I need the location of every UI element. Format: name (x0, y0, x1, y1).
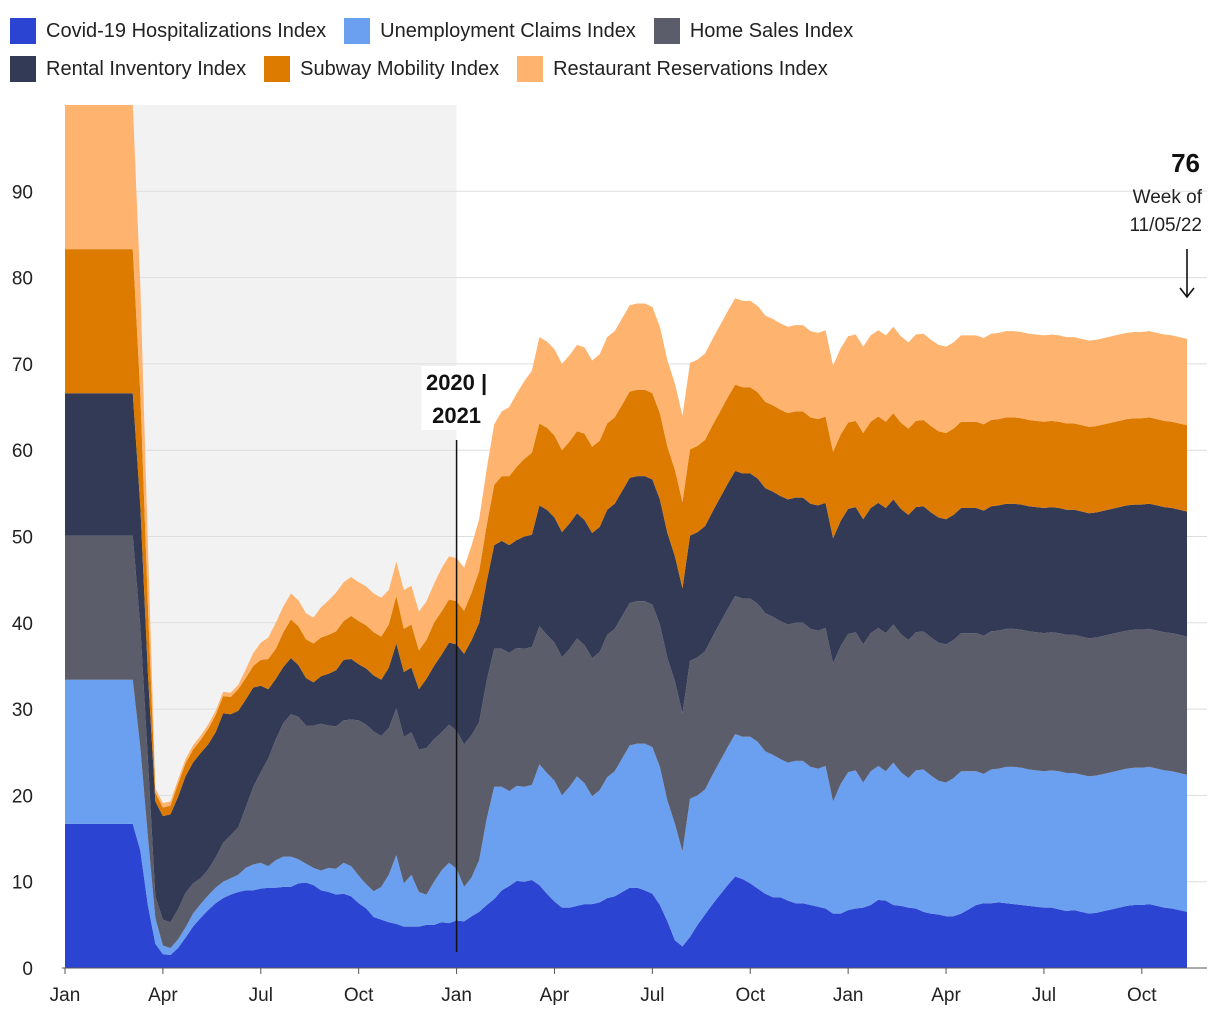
legend-swatch-restaurant (517, 56, 544, 82)
area-series-1 (65, 679, 1187, 956)
y-tick-label: 70 (12, 355, 33, 376)
legend-item-rental[interactable]: Rental Inventory Index (10, 56, 246, 82)
x-tick-label: Oct (344, 985, 374, 1006)
x-tick-label: Oct (735, 985, 765, 1006)
x-tick-label: Jul (249, 985, 273, 1006)
x-tick-label: Apr (148, 985, 178, 1006)
legend-label-unemployment: Unemployment Claims Index (380, 19, 636, 42)
y-tick-label: 60 (12, 441, 33, 462)
year-divider-label-bg (421, 366, 492, 430)
area-series-3 (65, 393, 1187, 923)
area-series-2 (65, 535, 1187, 949)
latest-caption-line1: Week of (1133, 187, 1203, 208)
legend: Covid-19 Hospitalizations Index Unemploy… (10, 12, 1010, 88)
latest-value-label: 76 (1171, 148, 1200, 178)
year-divider-label-bottom: 2021 (432, 403, 481, 428)
y-tick-label: 20 (12, 786, 33, 807)
y-tick-label: 30 (12, 700, 33, 721)
legend-item-covid[interactable]: Covid-19 Hospitalizations Index (10, 18, 326, 44)
legend-row-2: Rental Inventory Index Subway Mobility I… (10, 50, 1010, 88)
legend-label-restaurant: Restaurant Reservations Index (553, 57, 828, 80)
legend-swatch-covid (10, 18, 36, 44)
legend-swatch-subway (264, 56, 291, 82)
legend-swatch-unemployment (344, 18, 371, 44)
legend-label-rental: Rental Inventory Index (46, 57, 247, 80)
x-tick-label: Jan (441, 985, 472, 1006)
y-tick-label: 80 (12, 269, 33, 290)
legend-item-subway[interactable]: Subway Mobility Index (264, 56, 499, 82)
legend-item-home-sales[interactable]: Home Sales Index (653, 18, 854, 44)
axis-layer: 0 10 20 30 40 50 60 70 80 90 Jan Apr Jul Oct Jan Apr Jul… (12, 182, 1207, 1006)
x-tick-label: Jan (50, 985, 81, 1006)
x-tick-label: Jul (1032, 985, 1056, 1006)
area-series-0 (65, 823, 1187, 968)
legend-swatch-home-sales (653, 18, 680, 44)
legend-label-home-sales: Home Sales Index (689, 19, 854, 42)
annotation-layer: 2020 | 2021 76 Week of 11/05/22 (421, 148, 1203, 952)
year-divider-label-top: 2020 | (426, 370, 487, 395)
legend-swatch-rental (10, 56, 36, 82)
y-tick-label: 40 (12, 614, 33, 635)
y-tick-label: 90 (12, 182, 33, 203)
x-tick-label: Apr (931, 985, 961, 1006)
legend-label-subway: Subway Mobility Index (300, 57, 500, 80)
legend-row-1: Covid-19 Hospitalizations Index Unemploy… (10, 12, 1010, 50)
latest-caption-line2: 11/05/22 (1129, 215, 1202, 236)
latest-arrow-head-icon (1179, 287, 1195, 299)
legend-item-unemployment[interactable]: Unemployment Claims Index (344, 18, 636, 44)
x-tick-label: Jan (833, 985, 864, 1006)
x-tick-label: Jul (640, 985, 664, 1006)
x-tick-label: Apr (540, 985, 570, 1006)
legend-item-restaurant[interactable]: Restaurant Reservations Index (517, 56, 828, 82)
y-tick-label: 50 (12, 528, 33, 549)
legend-label-covid: Covid-19 Hospitalizations Index (46, 19, 327, 42)
x-tick-label: Oct (1127, 985, 1157, 1006)
area-series-layer (65, 105, 1187, 968)
y-tick-label: 10 (12, 873, 33, 894)
y-tick-label: 0 (22, 959, 33, 980)
